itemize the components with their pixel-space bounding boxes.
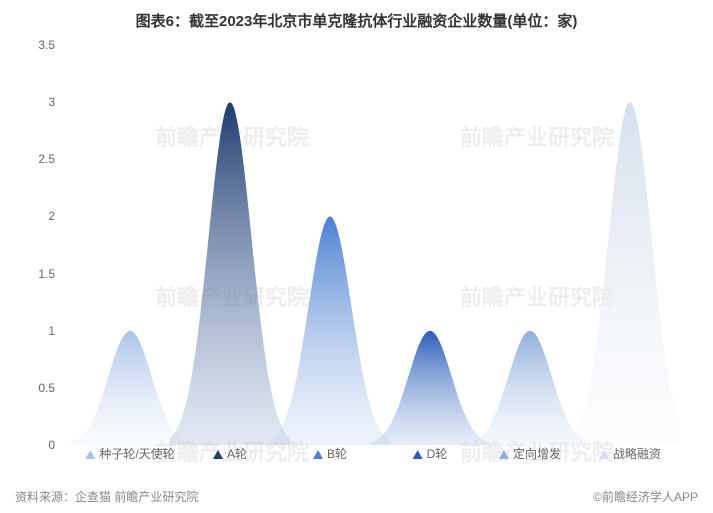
source-label: 资料来源：企查猫 前瞻产业研究院: [15, 488, 198, 505]
x-axis-label: 种子轮/天使轮: [85, 445, 174, 462]
x-axis-label-text: B轮: [327, 447, 347, 461]
x-axis-label-text: 种子轮/天使轮: [99, 447, 174, 461]
legend-marker-triangle-icon: [413, 450, 423, 459]
y-axis: 00.511.522.533.5: [20, 45, 55, 445]
legend-marker-triangle-icon: [499, 450, 509, 459]
chart-peak: [70, 331, 190, 445]
x-axis-label: B轮: [313, 445, 347, 462]
chart-peak: [170, 102, 290, 445]
chart-peak: [270, 216, 390, 445]
y-axis-label: 3: [20, 95, 55, 109]
x-axis-label-text: 战略融资: [613, 447, 661, 461]
chart-peak: [570, 102, 680, 445]
y-axis-label: 3.5: [20, 38, 55, 52]
legend-marker-triangle-icon: [313, 450, 323, 459]
chart-footer: 资料来源：企查猫 前瞻产业研究院 ©前瞻经济学人APP: [15, 488, 698, 505]
y-axis-label: 0.5: [20, 381, 55, 395]
y-axis-label: 1: [20, 324, 55, 338]
y-axis-label: 2: [20, 209, 55, 223]
x-axis-label-text: D轮: [427, 447, 448, 461]
chart-area: 前瞻产业研究院前瞻产业研究院前瞻产业研究院前瞻产业研究院前瞻产业研究院前瞻产业研…: [60, 45, 680, 445]
legend-marker-triangle-icon: [213, 450, 223, 459]
x-axis-label: 战略融资: [599, 445, 661, 462]
attribution-label: ©前瞻经济学人APP: [593, 488, 698, 505]
x-axis-label: A轮: [213, 445, 247, 462]
x-axis-label-text: 定向增发: [513, 447, 561, 461]
chart-peak: [470, 331, 590, 445]
chart-peak: [370, 331, 490, 445]
chart-title: 图表6：截至2023年北京市单克隆抗体行业融资企业数量(单位：家): [0, 0, 713, 31]
y-axis-label: 1.5: [20, 267, 55, 281]
chart-plot: [60, 45, 680, 445]
x-axis-label: 定向增发: [499, 445, 561, 462]
legend-marker-triangle-icon: [85, 450, 95, 459]
x-axis-label: D轮: [413, 445, 448, 462]
y-axis-label: 2.5: [20, 152, 55, 166]
x-axis: 种子轮/天使轮 A轮 B轮 D轮 定向增发 战略融资: [60, 445, 680, 470]
x-axis-label-text: A轮: [227, 447, 247, 461]
legend-marker-triangle-icon: [599, 450, 609, 459]
y-axis-label: 0: [20, 438, 55, 452]
